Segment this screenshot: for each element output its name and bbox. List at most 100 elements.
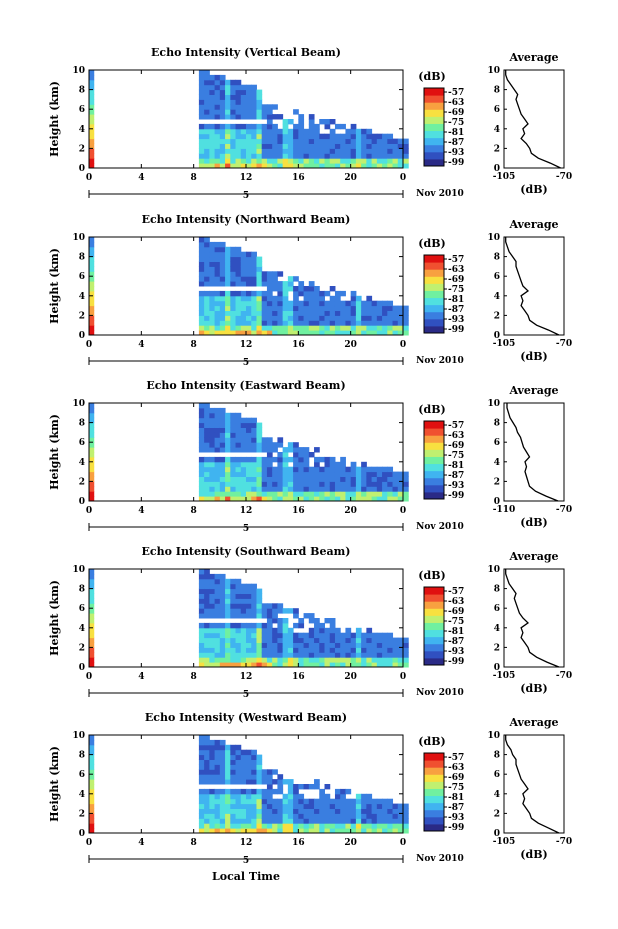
heatmap-cell <box>246 642 252 648</box>
heatmap-cell <box>246 657 252 663</box>
heatmap-cell <box>308 143 315 149</box>
heatmap-cell <box>240 613 247 619</box>
heatmap-cell <box>204 823 210 829</box>
heatmap-cell <box>308 496 315 502</box>
heatmap-cell <box>251 769 257 775</box>
heatmap-cell <box>219 823 226 829</box>
heatmap-cell <box>282 148 289 154</box>
heatmap-cell <box>225 798 231 805</box>
heatmap-cell <box>314 143 320 149</box>
heatmap-cell <box>293 123 299 130</box>
heatmap-cell <box>277 158 284 164</box>
heatmap-cell <box>198 246 205 253</box>
heatmap-cell <box>261 158 268 164</box>
heatmap-cell <box>293 828 299 834</box>
average-y-tick-label: 2 <box>494 144 500 154</box>
heatmap-cell <box>204 70 210 76</box>
heatmap-cell <box>345 320 352 326</box>
heatmap-cell <box>397 808 404 814</box>
heatmap-cell <box>334 163 341 169</box>
heatmap-cell <box>256 320 263 326</box>
heatmap-cell <box>198 123 205 130</box>
x-tick-label: 4 <box>138 672 144 682</box>
heatmap-cell <box>287 442 294 448</box>
heatmap-cell <box>230 662 237 668</box>
heatmap-cell <box>392 486 399 492</box>
heatmap-cell <box>314 310 320 316</box>
heatmap-cell <box>251 461 257 468</box>
colorbar-segment <box>424 435 444 443</box>
heatmap-cell <box>240 320 247 326</box>
heatmap-cell <box>256 456 263 463</box>
heatmap-cell <box>293 818 299 824</box>
heatmap-cell <box>204 613 210 619</box>
heatmap-cell <box>230 578 237 585</box>
heatmap-cell <box>277 295 284 302</box>
heatmap-cell <box>246 138 252 144</box>
heatmap-cell <box>376 163 383 169</box>
heatmap-cell <box>204 84 210 91</box>
heatmap-cell <box>308 823 315 829</box>
heatmap-cell <box>303 163 310 169</box>
y-axis-label: Height (km) <box>48 248 61 324</box>
heatmap-cell <box>366 471 373 477</box>
heatmap-cell <box>246 456 252 463</box>
heatmap-cell <box>298 808 305 814</box>
heatmap-cell <box>298 310 305 316</box>
heatmap-cell <box>308 123 315 130</box>
heatmap-cell <box>329 813 336 819</box>
heatmap-cell <box>287 779 294 785</box>
heatmap-cell <box>198 491 205 497</box>
heatmap-cell <box>303 823 310 829</box>
heatmap-cell <box>204 813 210 819</box>
heatmap-cell <box>329 461 336 468</box>
heatmap-cell <box>345 496 352 502</box>
heatmap-cell <box>345 647 352 653</box>
heatmap-cell <box>361 652 367 658</box>
heatmap-cell <box>287 476 294 482</box>
heatmap-cell <box>261 662 268 668</box>
heatmap-cell <box>246 114 252 120</box>
heatmap-cell <box>246 310 252 316</box>
heatmap-cell <box>361 813 367 819</box>
heatmap-cell <box>319 481 325 487</box>
panel-title: Echo Intensity (Westward Beam) <box>145 711 347 724</box>
heatmap-cell <box>293 276 299 282</box>
heatmap-cell <box>371 637 378 643</box>
heatmap-cell <box>319 828 325 834</box>
heatmap-cell <box>225 281 231 287</box>
heatmap-cell <box>261 437 268 443</box>
heatmap-cell <box>204 657 210 663</box>
heatmap-cell <box>366 652 373 658</box>
heatmap-cell <box>308 813 315 819</box>
heatmap-cell <box>266 779 273 785</box>
month-label: Nov 2010 <box>416 189 464 199</box>
heatmap-cell <box>282 143 289 149</box>
heatmap-cell <box>266 148 273 154</box>
heatmap-cell <box>251 158 257 164</box>
y-tick-label: 2 <box>79 643 85 653</box>
heatmap-cell <box>403 828 409 834</box>
heatmap-cell <box>219 608 226 614</box>
heatmap-cell <box>314 128 320 135</box>
heatmap-cell <box>198 788 205 795</box>
heatmap-cell <box>282 647 289 653</box>
heatmap-cell <box>282 808 289 814</box>
heatmap-cell <box>235 481 242 487</box>
heatmap-cell <box>329 657 336 663</box>
heatmap-cell <box>340 330 346 336</box>
heatmap-cell <box>298 813 305 819</box>
heatmap-cell <box>230 79 237 86</box>
heatmap-cell <box>382 163 388 169</box>
heatmap-cell <box>246 632 252 639</box>
heatmap-cell <box>230 246 237 253</box>
heatmap-cell <box>204 437 210 443</box>
heatmap-cell <box>235 251 242 258</box>
heatmap-cell <box>277 300 284 307</box>
heatmap-cell <box>246 764 252 770</box>
colorbar-segment <box>424 781 444 789</box>
heatmap-cell <box>204 744 210 751</box>
heatmap-cell <box>235 104 242 110</box>
heatmap-cell <box>261 271 268 277</box>
heatmap-cell <box>303 471 310 477</box>
